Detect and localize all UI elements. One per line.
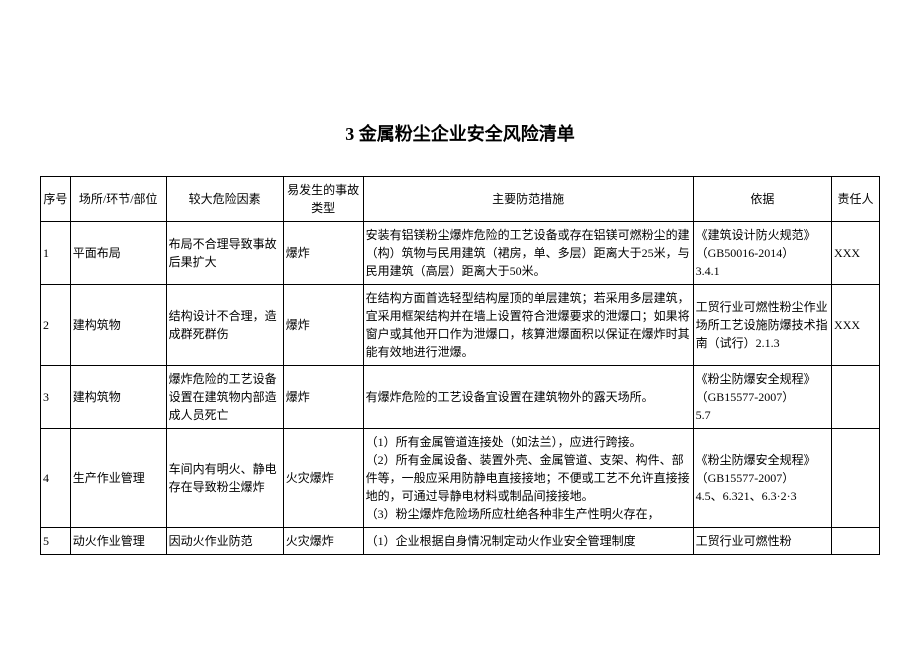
header-type: 易发生的事故类型: [283, 177, 363, 222]
cell-place: 平面布局: [70, 222, 166, 285]
cell-seq: 5: [41, 528, 71, 555]
header-resp: 责任人: [832, 177, 880, 222]
header-risk: 较大危险因素: [166, 177, 283, 222]
cell-measure: 有爆炸危险的工艺设备宜设置在建筑物外的露天场所。: [363, 366, 693, 429]
cell-measure: 在结构方面首选轻型结构屋顶的单层建筑；若采用多层建筑，宜采用框架结构并在墙上设置…: [363, 285, 693, 366]
cell-type: 爆炸: [283, 285, 363, 366]
document-page: 3 金属粉尘企业安全风险清单 序号 场所/环节/部位 较大危险因素 易发生的事故…: [0, 0, 920, 555]
cell-risk: 结构设计不合理，造成群死群伤: [166, 285, 283, 366]
cell-type: 爆炸: [283, 366, 363, 429]
header-basis: 依据: [693, 177, 831, 222]
cell-place: 建构筑物: [70, 285, 166, 366]
cell-place: 建构筑物: [70, 366, 166, 429]
header-measure: 主要防范措施: [363, 177, 693, 222]
cell-seq: 4: [41, 429, 71, 528]
cell-type: 爆炸: [283, 222, 363, 285]
cell-risk: 车间内有明火、静电存在导致粉尘爆炸: [166, 429, 283, 528]
cell-resp: XXX: [832, 285, 880, 366]
cell-risk: 因动火作业防范: [166, 528, 283, 555]
table-row: 2建构筑物结构设计不合理，造成群死群伤爆炸在结构方面首选轻型结构屋顶的单层建筑；…: [41, 285, 880, 366]
cell-risk: 布局不合理导致事故后果扩大: [166, 222, 283, 285]
cell-seq: 1: [41, 222, 71, 285]
cell-resp: [832, 528, 880, 555]
cell-basis: 工贸行业可燃性粉尘作业场所工艺设施防爆技术指南（试行）2.1.3: [693, 285, 831, 366]
cell-basis: 工贸行业可燃性粉: [693, 528, 831, 555]
cell-seq: 2: [41, 285, 71, 366]
cell-basis: 《粉尘防爆安全规程》 （GB15577-2007） 4.5、6.321、6.3·…: [693, 429, 831, 528]
header-place: 场所/环节/部位: [70, 177, 166, 222]
cell-resp: [832, 366, 880, 429]
table-row: 1平面布局布局不合理导致事故后果扩大爆炸安装有铝镁粉尘爆炸危险的工艺设备或存在铝…: [41, 222, 880, 285]
cell-place: 动火作业管理: [70, 528, 166, 555]
cell-measure: （1）所有金属管道连接处（如法兰），应进行跨接。 （2）所有金属设备、装置外壳、…: [363, 429, 693, 528]
cell-type: 火灾爆炸: [283, 429, 363, 528]
cell-measure: （1）企业根据自身情况制定动火作业安全管理制度: [363, 528, 693, 555]
cell-measure: 安装有铝镁粉尘爆炸危险的工艺设备或存在铝镁可燃粉尘的建（构）筑物与民用建筑（裙房…: [363, 222, 693, 285]
cell-risk: 爆炸危险的工艺设备设置在建筑物内部造成人员死亡: [166, 366, 283, 429]
table-row: 4生产作业管理车间内有明火、静电存在导致粉尘爆炸火灾爆炸（1）所有金属管道连接处…: [41, 429, 880, 528]
cell-basis: 《粉尘防爆安全规程》 （GB15577-2007） 5.7: [693, 366, 831, 429]
cell-basis: 《建筑设计防火规范》 （GB50016-2014） 3.4.1: [693, 222, 831, 285]
cell-resp: [832, 429, 880, 528]
cell-type: 火灾爆炸: [283, 528, 363, 555]
table-header-row: 序号 场所/环节/部位 较大危险因素 易发生的事故类型 主要防范措施 依据 责任…: [41, 177, 880, 222]
table-row: 5动火作业管理因动火作业防范火灾爆炸（1）企业根据自身情况制定动火作业安全管理制…: [41, 528, 880, 555]
cell-resp: XXX: [832, 222, 880, 285]
risk-table: 序号 场所/环节/部位 较大危险因素 易发生的事故类型 主要防范措施 依据 责任…: [40, 176, 880, 555]
cell-place: 生产作业管理: [70, 429, 166, 528]
cell-seq: 3: [41, 366, 71, 429]
header-seq: 序号: [41, 177, 71, 222]
table-row: 3建构筑物爆炸危险的工艺设备设置在建筑物内部造成人员死亡爆炸有爆炸危险的工艺设备…: [41, 366, 880, 429]
document-title: 3 金属粉尘企业安全风险清单: [40, 120, 880, 146]
